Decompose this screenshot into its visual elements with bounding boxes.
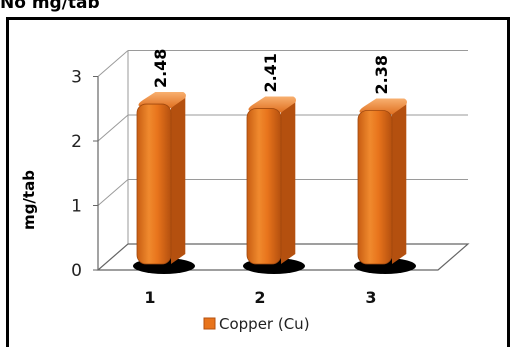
bar-side bbox=[281, 100, 296, 265]
data-label-3: 2.38 bbox=[372, 55, 391, 94]
legend: Copper (Cu) bbox=[203, 315, 310, 333]
x-tick-label-3: 3 bbox=[365, 288, 376, 307]
y-tick-label: 3 bbox=[71, 68, 82, 88]
x-tick-label-2: 2 bbox=[254, 288, 265, 307]
bar-front bbox=[246, 108, 282, 265]
x-tick-label-1: 1 bbox=[144, 288, 155, 307]
bar-side bbox=[392, 102, 407, 265]
legend-label: Copper (Cu) bbox=[219, 315, 310, 333]
bar-2 bbox=[243, 96, 305, 274]
bar-front bbox=[136, 103, 172, 265]
wall-gridline bbox=[97, 114, 129, 142]
wall-gridline bbox=[97, 179, 129, 206]
y-tick-label: 0 bbox=[71, 261, 82, 281]
y-axis-label: mg/tab bbox=[20, 170, 38, 230]
y-tick-label: 1 bbox=[71, 197, 82, 217]
bar-front bbox=[357, 110, 393, 265]
page-header: No mg/tab bbox=[0, 0, 100, 13]
y-tick-label: 2 bbox=[71, 132, 82, 152]
wall-gridline bbox=[97, 50, 129, 77]
copper-bar-chart: 0 1 2 3 2.48 1 2.41 2 2.38 3 mg/tab Copper (Cu) bbox=[20, 49, 470, 333]
data-label-2: 2.41 bbox=[261, 53, 280, 92]
bar-3 bbox=[354, 98, 416, 274]
data-label-1: 2.48 bbox=[151, 49, 170, 88]
bar-1 bbox=[133, 92, 195, 274]
legend-swatch bbox=[203, 317, 216, 330]
bar-side bbox=[171, 96, 186, 264]
